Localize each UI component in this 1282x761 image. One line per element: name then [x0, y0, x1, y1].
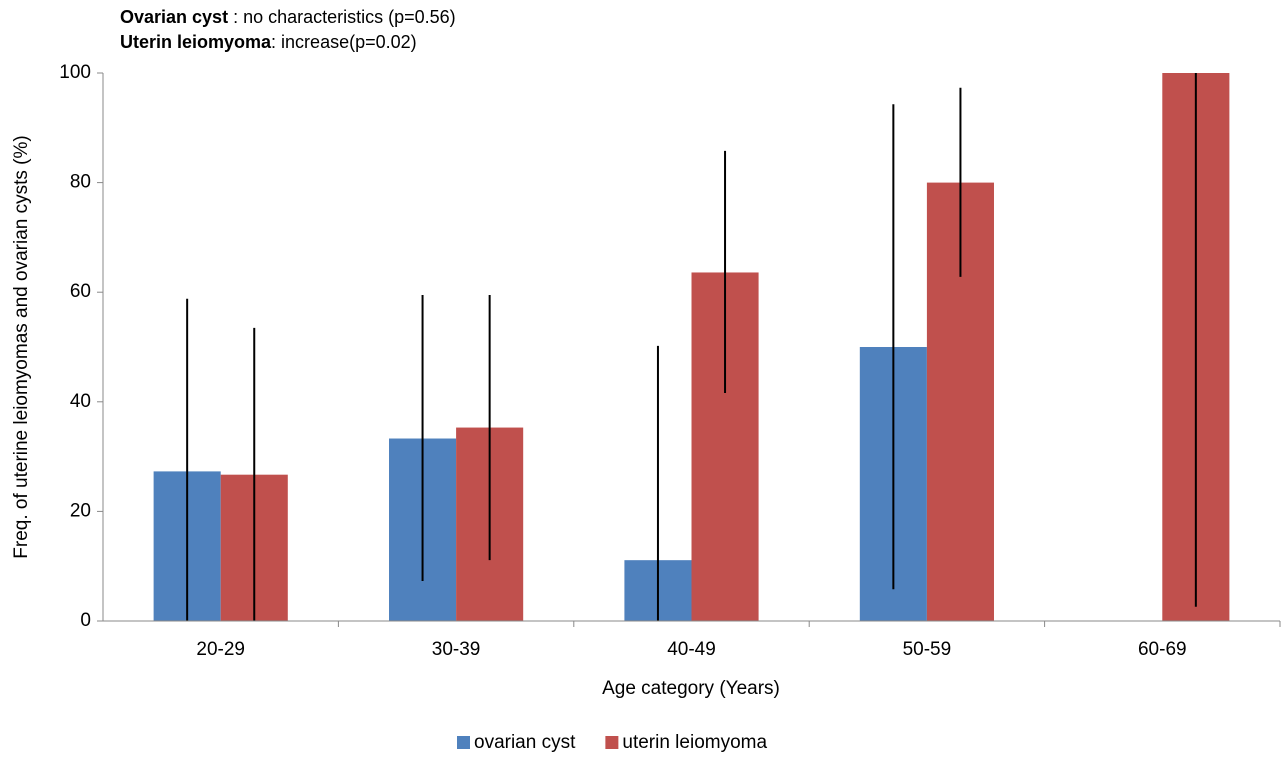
x-tick-label: 40-49 [667, 639, 716, 660]
annotation: Uterin leiomyoma: increase(p=0.02) [120, 32, 417, 52]
annotation: Ovarian cyst : no characteristics (p=0.5… [120, 7, 456, 27]
legend-label: uterin leiomyoma [622, 732, 767, 753]
annotation-bold: Ovarian cyst [120, 7, 228, 27]
annotation-text: : no characteristics (p=0.56) [228, 7, 456, 27]
y-tick-label: 0 [80, 610, 91, 631]
x-tick-label: 30-39 [432, 639, 481, 660]
x-tick-label: 60-69 [1138, 639, 1187, 660]
y-tick-label: 80 [70, 172, 91, 193]
legend-swatch [457, 736, 470, 749]
annotation-bold: Uterin leiomyoma [120, 32, 272, 52]
y-tick-label: 100 [59, 62, 91, 83]
y-tick-label: 60 [70, 281, 91, 302]
x-tick-label: 50-59 [903, 639, 952, 660]
legend-swatch [605, 736, 619, 749]
legend-label: ovarian cyst [474, 732, 576, 753]
y-tick-label: 20 [70, 500, 91, 521]
y-axis-label: Freq. of uterine leiomyomas and ovarian … [11, 135, 32, 558]
annotation-text: : increase(p=0.02) [271, 32, 417, 52]
x-axis-label: Age category (Years) [602, 678, 780, 699]
y-tick-label: 40 [70, 391, 91, 412]
x-tick-label: 20-29 [196, 639, 245, 660]
